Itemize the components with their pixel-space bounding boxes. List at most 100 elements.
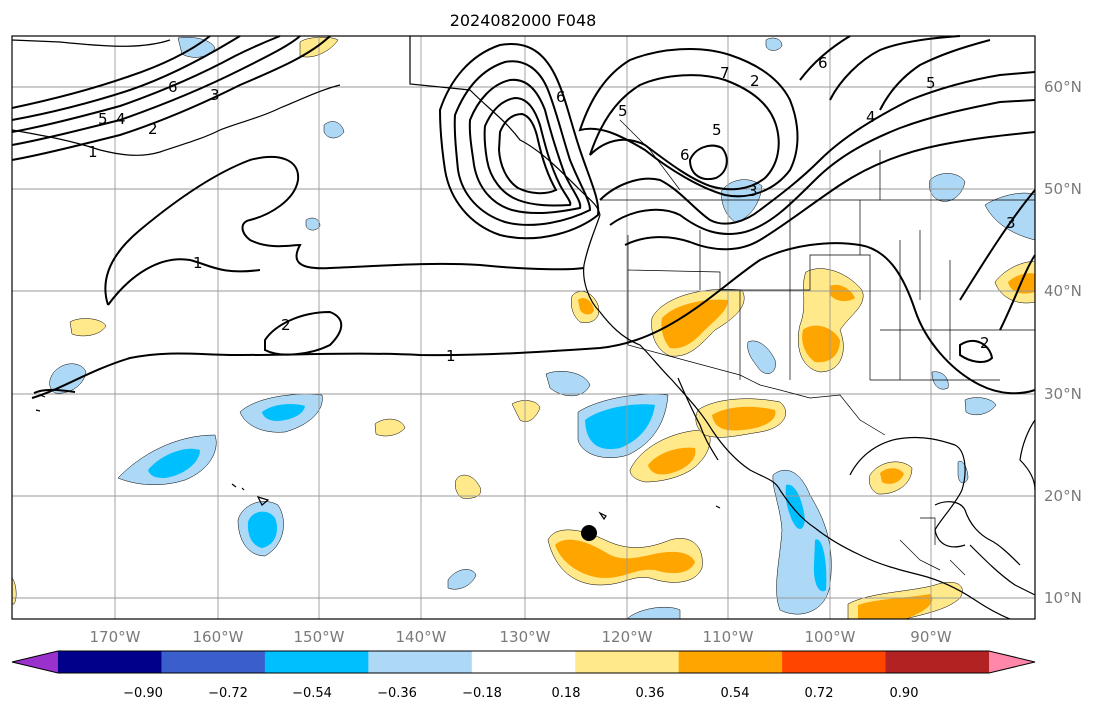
lat-label: 10°N bbox=[1044, 589, 1082, 607]
positive-anomaly-core bbox=[858, 594, 933, 619]
lat-label: 50°N bbox=[1044, 180, 1082, 198]
contour-label: 3 bbox=[1006, 214, 1016, 232]
negative-anomaly-area bbox=[447, 569, 477, 590]
contour-label: 4 bbox=[116, 110, 126, 128]
positive-anomaly-core bbox=[661, 299, 728, 349]
negative-anomaly-area bbox=[305, 217, 321, 231]
positive-anomaly-area bbox=[69, 318, 107, 337]
positive-anomaly-core bbox=[802, 284, 855, 363]
negative-anomaly-core bbox=[247, 511, 278, 548]
contour-label: 6 bbox=[556, 88, 566, 106]
contour-label: 5 bbox=[98, 110, 108, 128]
graticule bbox=[12, 36, 1035, 619]
map-title: 2024082000 F048 bbox=[450, 11, 597, 30]
colorbar-tick-label: 0.90 bbox=[890, 686, 919, 701]
positive-anomaly-core bbox=[555, 539, 695, 578]
colorbar-segment bbox=[575, 651, 680, 673]
shaded-field bbox=[11, 37, 1036, 620]
colorbar-segment bbox=[264, 651, 369, 673]
lon-label: 130°W bbox=[500, 628, 551, 646]
negative-anomaly-area bbox=[49, 363, 87, 394]
contour-label: 1 bbox=[88, 143, 98, 161]
negative-anomaly-area bbox=[323, 121, 345, 139]
contour-label: 7 bbox=[720, 64, 730, 82]
lon-label: 90°W bbox=[910, 628, 952, 646]
contour-label: 2 bbox=[750, 72, 760, 90]
map-border bbox=[11, 35, 1036, 620]
lon-label: 110°W bbox=[703, 628, 754, 646]
positive-anomaly-area bbox=[511, 400, 541, 422]
negative-anomaly-area bbox=[765, 37, 783, 51]
negative-anomaly-area bbox=[747, 340, 776, 374]
colorbar-segment bbox=[58, 651, 162, 673]
negative-anomaly-core bbox=[585, 404, 655, 450]
contour-label: 6 bbox=[168, 78, 178, 96]
colorbar-tick-label: 0.72 bbox=[805, 686, 834, 701]
contours bbox=[11, 35, 1036, 399]
latitude-labels: 60°N 50°N 40°N 30°N 20°N 10°N bbox=[1044, 78, 1082, 607]
contour-label: 5 bbox=[926, 74, 936, 92]
negative-anomaly-area bbox=[545, 371, 591, 397]
colorbar-tick-label: −0.72 bbox=[208, 686, 248, 701]
colorbar-segment bbox=[471, 651, 576, 673]
lon-label: 100°W bbox=[805, 628, 856, 646]
colorbar-outline bbox=[11, 650, 1036, 674]
positive-anomaly-area bbox=[455, 474, 482, 499]
lat-label: 60°N bbox=[1044, 78, 1082, 96]
colorbar-tick-label: −0.18 bbox=[462, 686, 502, 701]
colorbar-segment bbox=[678, 651, 783, 673]
contour-label: 2 bbox=[281, 316, 291, 334]
lon-label: 120°W bbox=[602, 628, 653, 646]
contour-label: 3 bbox=[748, 182, 758, 200]
location-marker bbox=[581, 525, 597, 541]
contour-label: 2 bbox=[148, 120, 158, 138]
colorbar-segments bbox=[11, 650, 1036, 674]
map-panel: 5 4 2 1 1 2 1 6 3 6 5 5 6 3 2 7 6 5 4 3 … bbox=[11, 35, 1036, 620]
positive-anomaly-area bbox=[11, 577, 17, 605]
lat-label: 20°N bbox=[1044, 487, 1082, 505]
negative-anomaly-area bbox=[964, 397, 997, 416]
positive-anomaly-core bbox=[880, 468, 904, 484]
colorbar-segment bbox=[161, 651, 266, 673]
colorbar-tick-label: −0.54 bbox=[292, 686, 332, 701]
contour-label: 1 bbox=[193, 254, 203, 272]
colorbar-tick-label: −0.90 bbox=[123, 686, 163, 701]
positive-anomaly-core bbox=[648, 447, 696, 475]
contour-label: 5 bbox=[618, 102, 628, 120]
lon-label: 150°W bbox=[294, 628, 345, 646]
colorbar-extend-min bbox=[12, 651, 58, 673]
colorbar-segment bbox=[368, 651, 473, 673]
negative-anomaly-core bbox=[262, 404, 305, 421]
contour-label: 6 bbox=[818, 54, 828, 72]
lon-label: 160°W bbox=[193, 628, 244, 646]
colorbar-tick-labels: −0.90 −0.72 −0.54 −0.36 −0.18 0.18 0.36 … bbox=[123, 686, 918, 701]
contour-label: 3 bbox=[210, 86, 220, 104]
negative-anomaly-core bbox=[148, 448, 200, 478]
contour-label: 6 bbox=[680, 146, 690, 164]
colorbar: −0.90 −0.72 −0.54 −0.36 −0.18 0.18 0.36 … bbox=[11, 650, 1036, 701]
positive-anomaly-area bbox=[374, 418, 406, 437]
lat-label: 40°N bbox=[1044, 282, 1082, 300]
contour-label: 2 bbox=[980, 334, 990, 352]
lon-label: 170°W bbox=[90, 628, 141, 646]
negative-anomaly-area bbox=[931, 371, 949, 390]
colorbar-tick-label: −0.36 bbox=[377, 686, 417, 701]
negative-anomaly-area bbox=[929, 173, 966, 202]
contour-label: 1 bbox=[446, 347, 456, 365]
contour-label: 5 bbox=[712, 121, 722, 139]
negative-anomaly-area bbox=[957, 460, 969, 484]
negative-anomaly-area bbox=[627, 607, 681, 620]
colorbar-segment bbox=[885, 651, 990, 673]
longitude-labels: 170°W 160°W 150°W 140°W 130°W 120°W 110°… bbox=[90, 628, 952, 646]
contour-labels: 5 4 2 1 1 2 1 6 3 6 5 5 6 3 2 7 6 5 4 3 … bbox=[88, 54, 1016, 365]
colorbar-segment bbox=[782, 651, 887, 673]
lat-label: 30°N bbox=[1044, 385, 1082, 403]
positive-anomaly-core bbox=[578, 298, 594, 315]
colorbar-tick-label: 0.54 bbox=[721, 686, 750, 701]
contour-label: 4 bbox=[866, 108, 876, 126]
lon-label: 140°W bbox=[396, 628, 447, 646]
colorbar-tick-label: 0.18 bbox=[552, 686, 581, 701]
colorbar-tick-label: 0.36 bbox=[636, 686, 665, 701]
colorbar-extend-max bbox=[989, 651, 1035, 673]
